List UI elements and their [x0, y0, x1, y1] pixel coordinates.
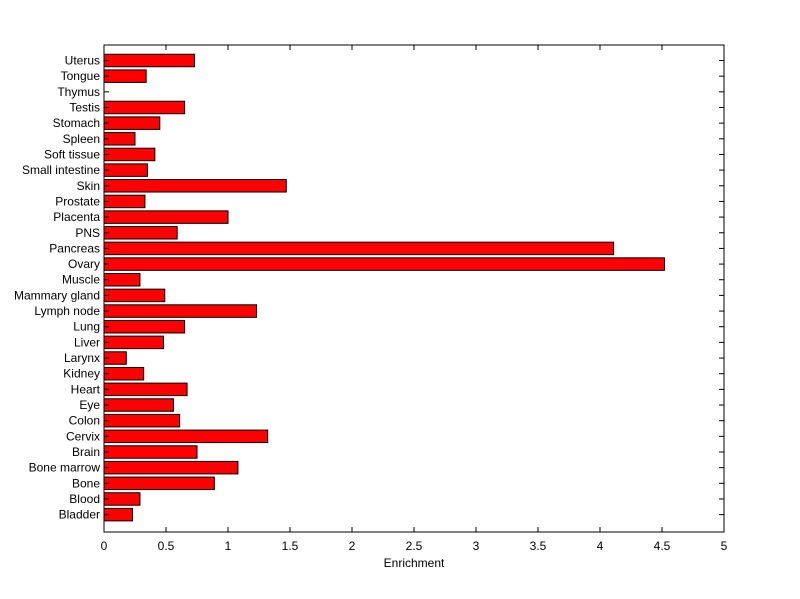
y-tick-label: Cervix [66, 429, 100, 443]
y-tick-label: Ovary [68, 257, 100, 271]
y-tick-label: Bladder [59, 508, 100, 522]
y-tick-label: Eye [79, 398, 100, 412]
y-tick-label: Bone [72, 476, 100, 490]
y-tick-label: Uterus [65, 54, 100, 68]
bar-lung [103, 319, 186, 334]
bar-liver [103, 335, 165, 350]
bar-skin [103, 179, 287, 193]
bar-colon [103, 413, 181, 428]
x-tick-label: 2.5 [406, 539, 423, 553]
y-tick-label: Thymus [57, 85, 100, 99]
x-axis-label: Enrichment [384, 556, 445, 570]
y-tick-label: Soft tissue [44, 147, 100, 161]
bar-bone-marrow [103, 460, 239, 475]
bar-soft-tissue [103, 147, 156, 162]
y-tick-label: Testis [69, 100, 100, 114]
plot-area [104, 45, 724, 532]
x-tick-label: 3.5 [530, 539, 547, 553]
y-tick-label: Larynx [64, 351, 100, 365]
bar-mammary-gland [103, 288, 166, 303]
y-tick-label: Spleen [63, 132, 100, 146]
y-tick-label: Liver [74, 335, 100, 349]
x-tick-label: 0.5 [158, 539, 175, 553]
bar-kidney [103, 366, 145, 381]
bar-placenta [103, 210, 229, 224]
bar-prostate [103, 194, 146, 209]
y-tick-label: Placenta [53, 210, 100, 224]
x-tick-label: 4.5 [654, 539, 671, 553]
y-tick-label: Tongue [61, 69, 101, 83]
y-tick-label: Heart [71, 382, 101, 396]
bar-lymph-node [103, 304, 258, 318]
bar-bone [103, 476, 215, 491]
y-tick-label: PNS [75, 226, 100, 240]
y-tick-label: Mammary gland [14, 288, 100, 302]
bar-heart [103, 382, 188, 397]
y-tick-label: Skin [77, 179, 100, 193]
y-tick-label: Lung [73, 320, 100, 334]
bar-stomach [103, 116, 161, 130]
x-tick-label: 3 [473, 539, 480, 553]
y-tick-label: Kidney [63, 367, 100, 381]
x-tick-label: 5 [721, 539, 728, 553]
y-tick-label: Lymph node [34, 304, 100, 318]
y-tick-label: Pancreas [49, 241, 100, 255]
y-tick-label: Prostate [55, 194, 100, 208]
y-tick-label: Muscle [62, 273, 100, 287]
x-tick-label: 2 [349, 539, 356, 553]
bar-eye [103, 398, 174, 412]
bar-small-intestine [103, 163, 148, 177]
bar-ovary [103, 257, 665, 271]
bar-tongue [103, 69, 147, 83]
y-tick-label: Brain [72, 445, 100, 459]
y-tick-label: Bone marrow [29, 461, 101, 475]
bar-blood [103, 492, 141, 506]
bar-brain [103, 445, 198, 459]
plot-frame [103, 44, 725, 533]
bar-pancreas [103, 241, 615, 256]
bar-muscle [103, 272, 141, 287]
y-tick-label: Small intestine [22, 163, 100, 177]
bar-cervix [103, 429, 269, 444]
bar-testis [103, 100, 186, 115]
y-tick-label: Stomach [53, 116, 100, 130]
x-tick-label: 4 [597, 539, 604, 553]
bar-pns [103, 226, 178, 240]
bar-uterus [103, 53, 196, 68]
x-tick-label: 0 [101, 539, 108, 553]
x-tick-label: 1.5 [282, 539, 299, 553]
y-tick-label: Blood [69, 492, 100, 506]
y-tick-label: Colon [69, 414, 100, 428]
x-tick-label: 1 [225, 539, 232, 553]
